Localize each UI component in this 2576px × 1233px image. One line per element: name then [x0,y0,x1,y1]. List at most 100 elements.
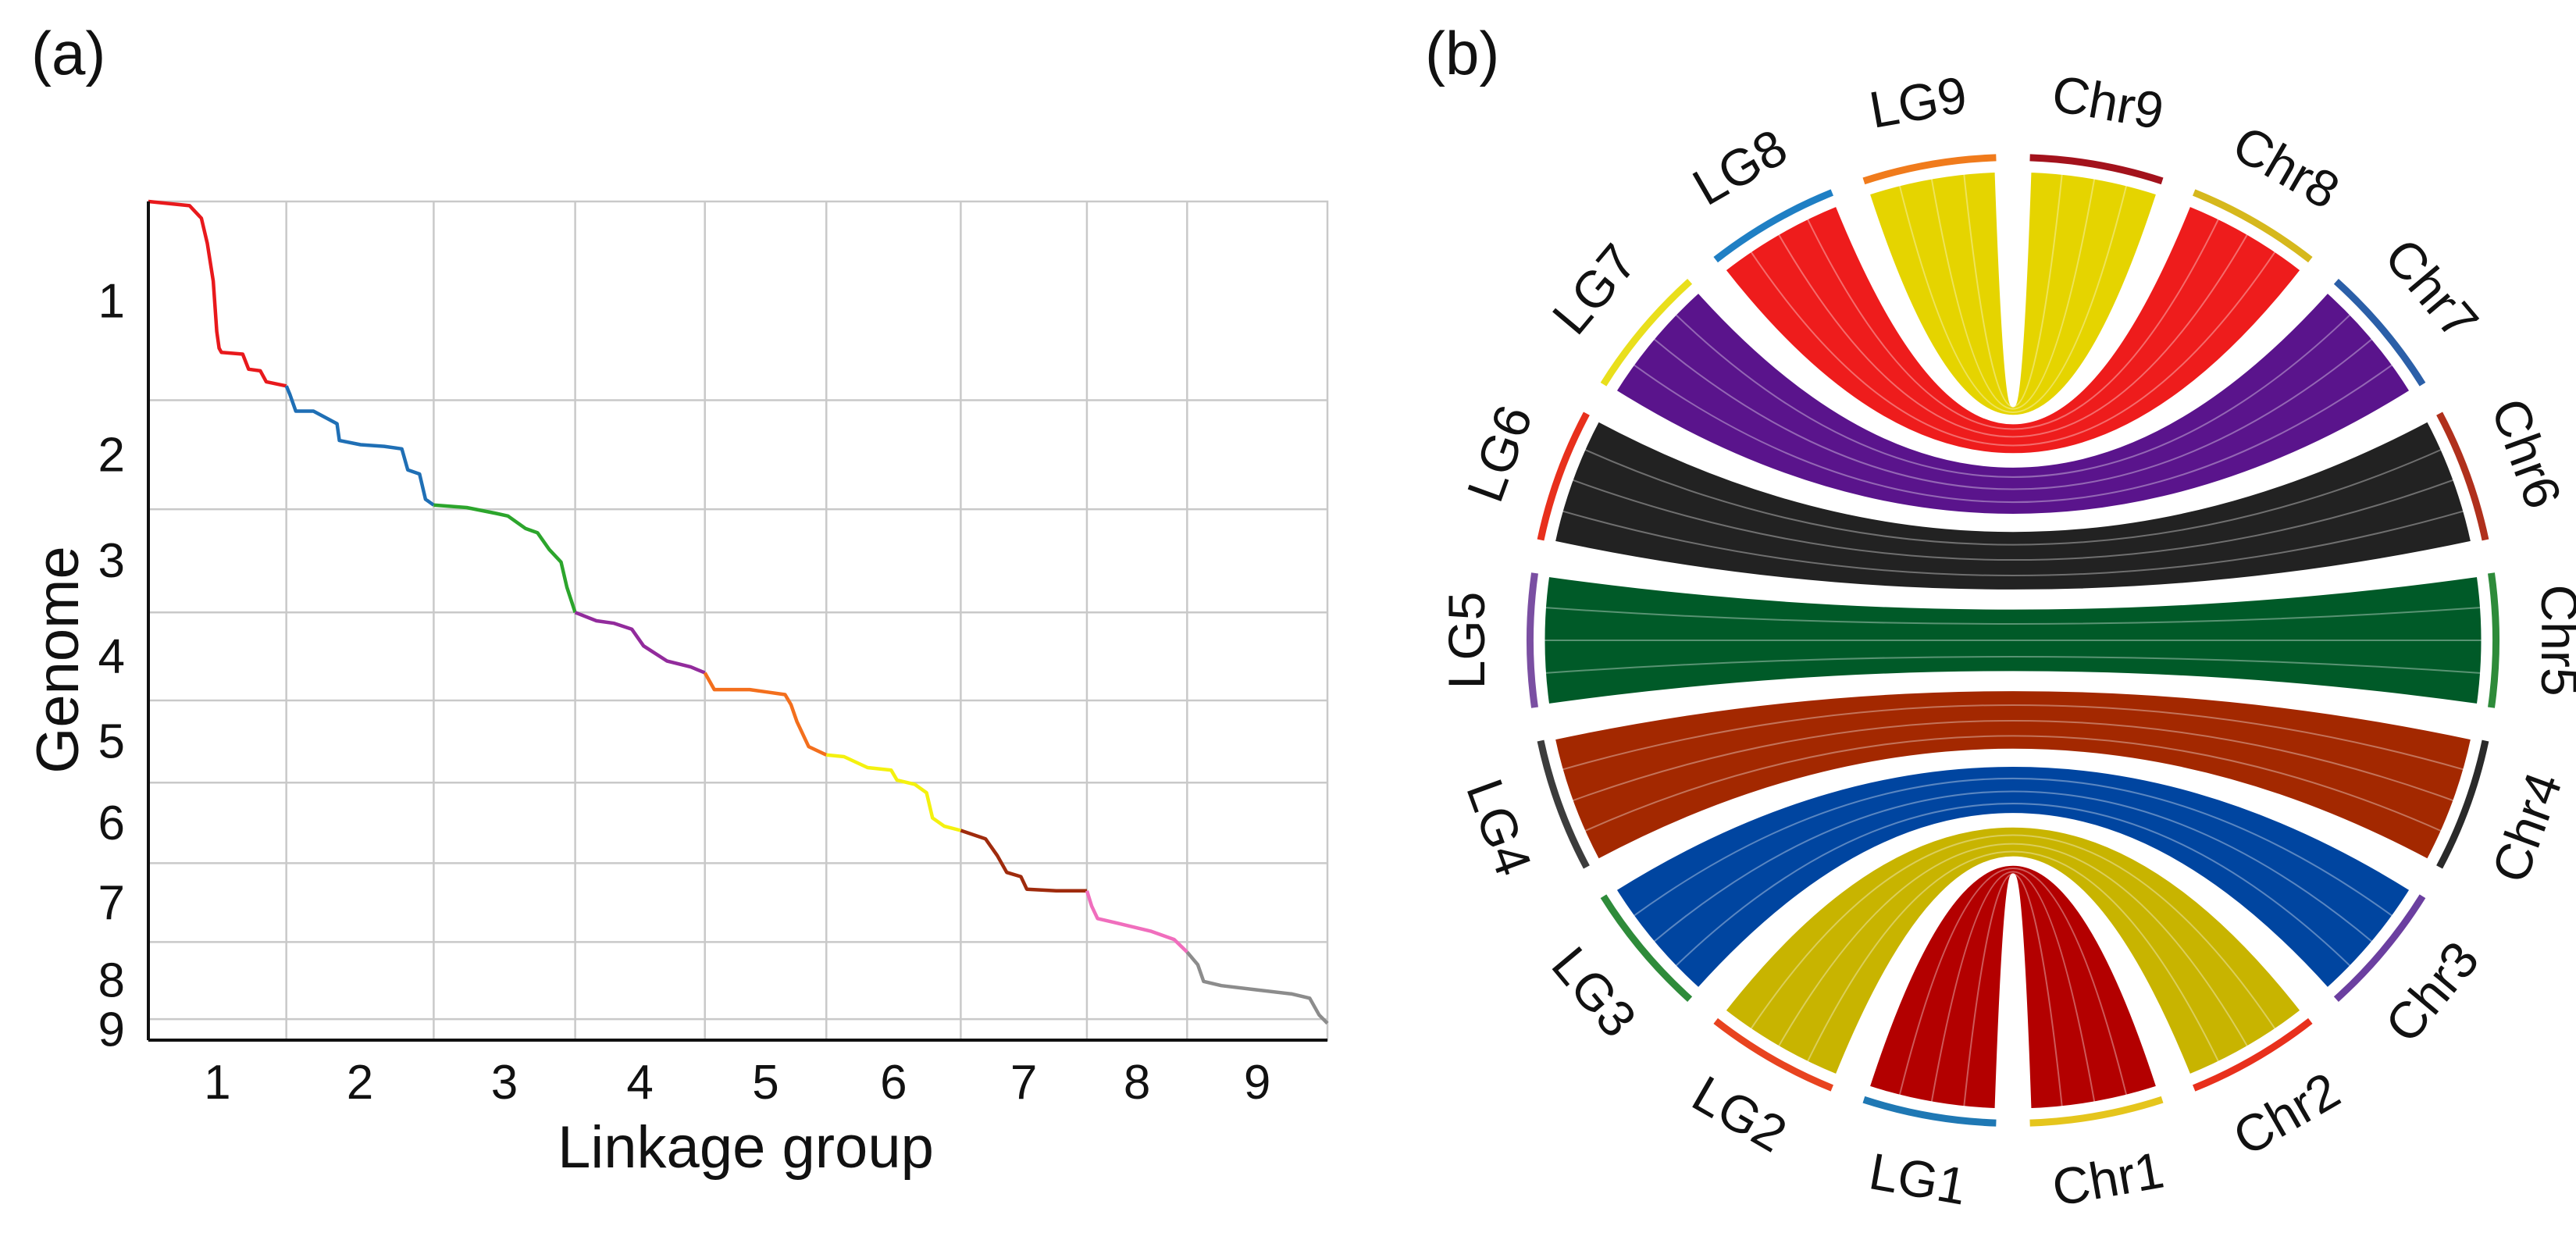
segment-arc-chr2 [2193,1017,2313,1092]
y-tick-label: 2 [98,428,125,482]
x-tick-label: 6 [880,1056,907,1110]
chord-link-lg2-chr2 [1721,823,2305,1078]
chord-texture-line [1898,868,2128,1097]
chord-texture-line [1806,217,2220,430]
chord-texture-line [1561,704,2465,771]
segment-arc-chr7 [2333,279,2426,387]
chord-texture-line [1674,313,2352,478]
segment-label-chr2: Chr2 [2224,1060,2350,1167]
axes [147,201,1327,1042]
chord-texture-line [1570,720,2456,802]
segment-arc-lg8 [1713,189,1833,263]
y-tick-label: 6 [98,796,125,850]
chord-link-lg3-chr3 [1612,763,2414,992]
chord-texture-line [1930,176,2096,410]
chord-texture-line [1561,510,2465,576]
chord-texture-line [1632,777,2394,918]
segment-label-chr7: Chr7 [2374,227,2490,350]
x-tick-label: 8 [1124,1056,1150,1110]
y-tick-label: 3 [98,534,125,588]
segment-arc-chr5 [2488,572,2499,708]
segment-label-lg6: LG6 [1455,397,1543,509]
chord-texture-line [1674,803,2352,968]
chord-texture-line [1583,735,2443,832]
grid-lines [147,200,1329,1042]
segment-arc-lg6 [1537,412,1590,541]
x-axis-title: Linkage group [558,1114,934,1181]
segment-label-lg7: LG7 [1541,233,1648,344]
series-lg3 [433,503,577,614]
chord-texture-line [1652,790,2374,943]
chord-link-lg7-chr7 [1612,289,2414,518]
x-tick-labels: 1 2 3 4 5 6 7 8 9 [204,1056,1270,1110]
series-lg4 [574,611,706,675]
chord-texture-line [1632,363,2394,504]
x-tick-label: 4 [626,1056,653,1110]
chord-texture-line [1652,337,2374,490]
series-layer [148,199,1329,1025]
segment-label-chr5: Chr5 [2531,584,2576,696]
series-lg8 [1085,890,1188,953]
series-lg5 [703,672,828,757]
chord-link-lg5-chr5 [1541,572,2485,708]
segment-label-chr6: Chr6 [2481,391,2573,516]
chord-texture-line [1963,873,2063,1108]
segment-label-lg4: LG4 [1455,772,1543,883]
y-tick-labels: 1 2 3 4 5 6 7 89 [98,274,125,1057]
segment-label-lg2: LG2 [1683,1064,1796,1163]
chord-texture-line [1583,448,2443,546]
chord-links [1541,168,2485,1113]
y-axis-title: Genome [25,546,91,774]
segment-arc-chr4 [2436,739,2489,869]
segment-arc-lg9 [1862,154,1997,185]
segment-label-chr9: Chr9 [2048,64,2168,141]
segment-label-lg1: LG1 [1865,1142,1972,1216]
segment-arc-chr3 [2333,894,2426,1002]
segment-arc-chr1 [2029,1096,2164,1127]
x-tick-label: 9 [1244,1056,1270,1110]
chord-texture-line [1777,233,2249,438]
chord-texture-line [1898,184,2128,413]
chord-texture-line [1963,173,2063,408]
chord-texture-line [1749,834,2277,1031]
y-tick-label: 8 [98,954,125,1008]
segment-arc-lg5 [1527,572,1538,708]
panel-b-label: (b) [1425,19,1499,87]
x-tick-label: 2 [347,1056,373,1110]
chord-texture-line [1749,250,2277,447]
segment-label-chr1: Chr1 [2048,1141,2168,1217]
segment-arc-chr8 [2193,189,2313,263]
x-tick-label: 1 [204,1056,230,1110]
panel-a-label: (a) [31,19,105,87]
y-tick-label: 1 [98,274,125,328]
plot-frame [147,200,1329,1042]
segment-arcs [1527,154,2499,1127]
segment-label-chr3: Chr3 [2374,930,2490,1053]
series-lg2 [284,385,435,507]
segment-label-lg8: LG8 [1683,118,1796,216]
segment-arc-chr6 [2436,412,2489,541]
chord-texture-line [1930,871,2096,1104]
segment-label-chr4: Chr4 [2481,765,2573,890]
segment-label-chr8: Chr8 [2224,114,2350,220]
series-lg9 [1185,950,1329,1025]
chord-link-lg6-chr6 [1551,417,2475,593]
series-lg6 [826,753,961,832]
segment-arc-lg7 [1600,279,1693,387]
chord-texture-line [1777,843,2249,1048]
chord-link-lg8-chr8 [1721,202,2305,458]
chord-texture-line [1544,656,2482,674]
segment-label-lg9: LG9 [1865,65,1972,139]
series-lg7 [960,829,1087,893]
chord-texture-line [1806,850,2220,1064]
chord-texture-line [1544,607,2482,625]
segment-arc-chr9 [2029,154,2164,185]
segment-arc-lg3 [1600,894,1693,1002]
chord-link-lg4-chr4 [1551,687,2475,864]
segment-label-lg3: LG3 [1541,935,1648,1047]
y-tick-label: 9 [98,1003,125,1057]
chord-texture-line [1570,479,2456,561]
